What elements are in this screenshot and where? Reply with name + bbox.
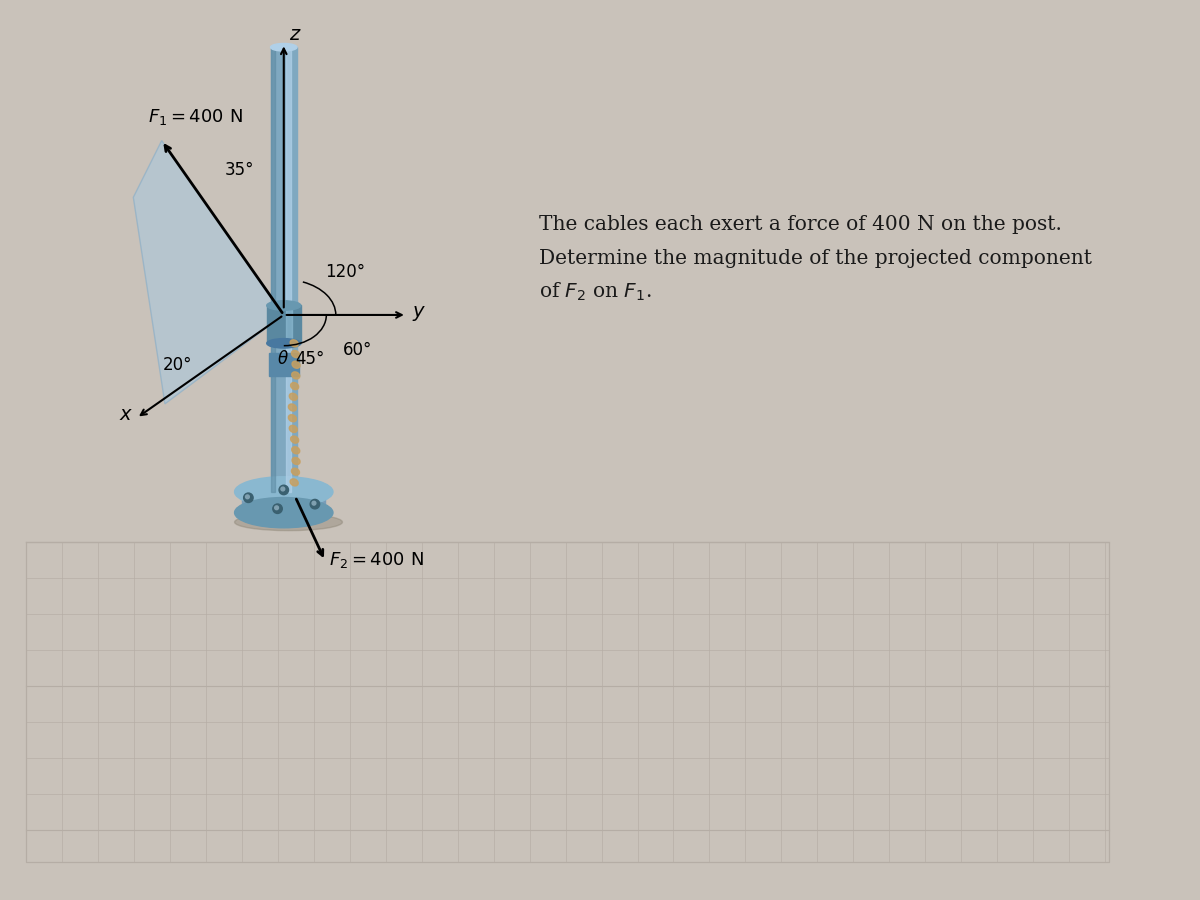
Text: of $F_2$ on $F_1$.: of $F_2$ on $F_1$. <box>539 281 652 303</box>
Text: θ: θ <box>278 350 288 368</box>
Ellipse shape <box>292 372 300 379</box>
Bar <box>270 48 275 491</box>
Circle shape <box>310 500 319 508</box>
Ellipse shape <box>292 361 300 368</box>
Ellipse shape <box>266 338 301 348</box>
Ellipse shape <box>292 446 300 454</box>
Ellipse shape <box>290 436 299 443</box>
Ellipse shape <box>234 477 332 507</box>
Text: $F_2 = 400$ N: $F_2 = 400$ N <box>329 550 424 570</box>
Text: 120°: 120° <box>325 263 366 281</box>
Ellipse shape <box>290 479 299 486</box>
Text: z: z <box>289 24 300 44</box>
Text: 35°: 35° <box>226 161 254 179</box>
Bar <box>269 353 299 376</box>
Circle shape <box>272 504 282 514</box>
Ellipse shape <box>290 382 299 390</box>
Ellipse shape <box>289 393 298 400</box>
Text: x: x <box>120 405 131 424</box>
Circle shape <box>246 495 250 499</box>
Bar <box>286 305 293 343</box>
Circle shape <box>280 485 288 495</box>
Circle shape <box>281 487 284 491</box>
Ellipse shape <box>292 468 300 475</box>
Ellipse shape <box>266 301 301 310</box>
Bar <box>266 305 301 343</box>
Ellipse shape <box>292 350 300 357</box>
Circle shape <box>275 506 278 509</box>
Polygon shape <box>133 140 283 404</box>
Circle shape <box>244 493 253 502</box>
Ellipse shape <box>234 498 332 527</box>
Ellipse shape <box>270 43 298 51</box>
Ellipse shape <box>290 340 299 346</box>
Bar <box>286 48 292 491</box>
Bar <box>242 491 325 513</box>
Text: 60°: 60° <box>342 341 372 359</box>
Bar <box>270 48 298 491</box>
Ellipse shape <box>288 415 296 422</box>
Text: $F_1 = 400$ N: $F_1 = 400$ N <box>148 107 242 127</box>
Text: 45°: 45° <box>295 350 324 368</box>
Ellipse shape <box>234 514 342 531</box>
Ellipse shape <box>288 404 296 411</box>
Text: Determine the magnitude of the projected component: Determine the magnitude of the projected… <box>539 249 1092 268</box>
Ellipse shape <box>289 426 298 433</box>
Ellipse shape <box>292 457 300 464</box>
Text: The cables each exert a force of 400 N on the post.: The cables each exert a force of 400 N o… <box>539 215 1062 234</box>
Text: 20°: 20° <box>163 356 192 373</box>
Text: y: y <box>413 302 424 320</box>
Circle shape <box>312 501 316 505</box>
